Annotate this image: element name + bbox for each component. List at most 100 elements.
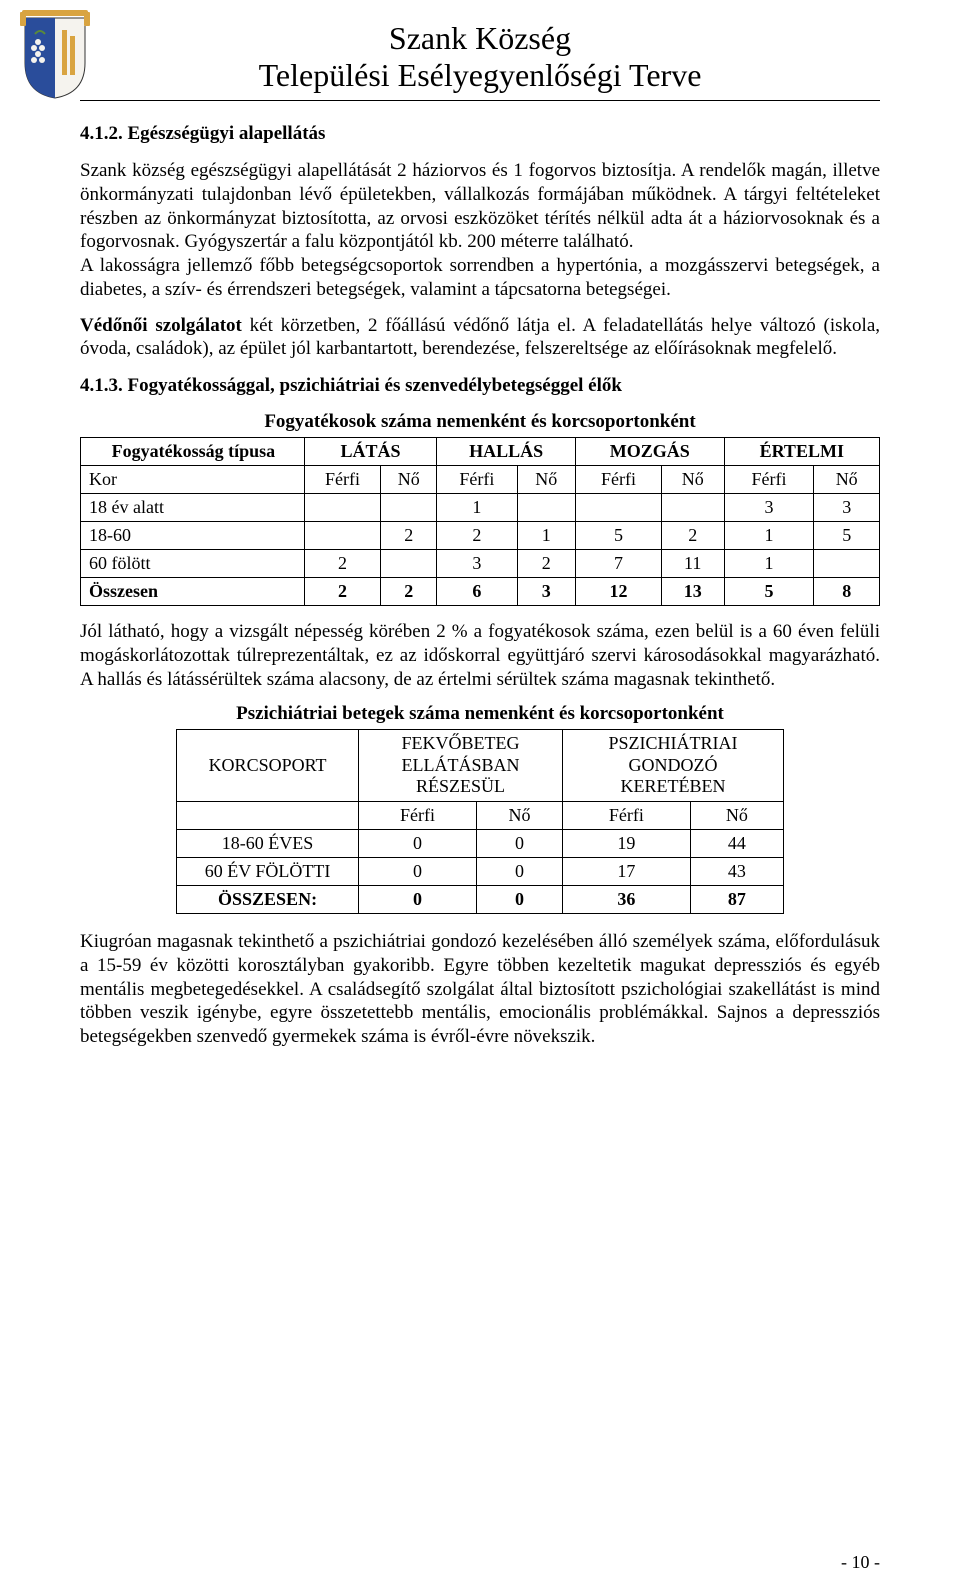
disability-table: Fogyatékosság típusa LÁTÁS HALLÁS MOZGÁS… xyxy=(80,437,880,606)
sex-head: Nő xyxy=(690,802,783,830)
table-row: 60 fölött2327111 xyxy=(81,550,880,578)
sex-head: Nő xyxy=(661,466,724,494)
cell: 7 xyxy=(576,550,662,578)
text: GONDOZÓ xyxy=(628,755,717,775)
cell xyxy=(381,550,437,578)
cell: 3 xyxy=(814,494,880,522)
table-row: Fogyatékosság típusa LÁTÁS HALLÁS MOZGÁS… xyxy=(81,438,880,466)
cell: 1 xyxy=(724,522,814,550)
row-label: 18-60 ÉVES xyxy=(177,830,359,858)
cell: 12 xyxy=(576,578,662,606)
table-row: 18-60 ÉVES001944 xyxy=(177,830,784,858)
cell: 2 xyxy=(437,522,517,550)
type-head: Fogyatékosság típusa xyxy=(81,438,305,466)
cell xyxy=(576,494,662,522)
row-label: 18 év alatt xyxy=(81,494,305,522)
cell xyxy=(814,550,880,578)
table-row: Férfi Nő Férfi Nő xyxy=(177,802,784,830)
cell: 0 xyxy=(476,858,562,886)
kor-label: Kor xyxy=(81,466,305,494)
table2-wrap: KORCSOPORT FEKVŐBETEG ELLÁTÁSBAN RÉSZESÜ… xyxy=(176,729,784,914)
crest-icon xyxy=(20,10,90,100)
page-number: - 10 - xyxy=(841,1552,880,1573)
text: PSZICHIÁTRIAI xyxy=(608,733,737,753)
cell: 2 xyxy=(381,522,437,550)
section-412-para3: Védőnői szolgálatot két körzetben, 2 főá… xyxy=(80,314,880,362)
cell: 1 xyxy=(437,494,517,522)
text: ELLÁTÁSBAN xyxy=(402,755,520,775)
text: A lakosságra jellemző főbb betegségcsopo… xyxy=(80,255,880,300)
cell: 0 xyxy=(476,886,562,914)
sex-head: Férfi xyxy=(562,802,690,830)
cell: 87 xyxy=(690,886,783,914)
cat-head: MOZGÁS xyxy=(576,438,724,466)
para3-bold: Védőnői szolgálatot xyxy=(80,315,242,336)
cell: 6 xyxy=(437,578,517,606)
cell xyxy=(304,522,381,550)
cell xyxy=(517,494,576,522)
cell: 8 xyxy=(814,578,880,606)
cell: 43 xyxy=(690,858,783,886)
table1-wrap: Fogyatékosság típusa LÁTÁS HALLÁS MOZGÁS… xyxy=(80,437,880,606)
sex-head: Férfi xyxy=(304,466,381,494)
text: Szank község egészségügyi alapellátását … xyxy=(80,160,880,252)
text: FEKVŐBETEG xyxy=(402,733,520,753)
sex-head: Nő xyxy=(476,802,562,830)
kor-head: KORCSOPORT xyxy=(177,730,359,802)
sex-head: Férfi xyxy=(359,802,477,830)
cell: 13 xyxy=(661,578,724,606)
section-412-para1: Szank község egészségügyi alapellátását … xyxy=(80,159,880,302)
cell: 1 xyxy=(724,550,814,578)
cell: 5 xyxy=(814,522,880,550)
cell xyxy=(381,494,437,522)
cell xyxy=(661,494,724,522)
empty-head xyxy=(177,802,359,830)
cell: 0 xyxy=(359,830,477,858)
header-title-line1: Szank Község xyxy=(80,20,880,57)
cell xyxy=(304,494,381,522)
cell: 0 xyxy=(476,830,562,858)
header-rule xyxy=(80,100,880,101)
para-after-table2: Kiugróan magasnak tekinthető a pszichiát… xyxy=(80,930,880,1049)
cell: 2 xyxy=(517,550,576,578)
cell: 11 xyxy=(661,550,724,578)
cell: 2 xyxy=(304,550,381,578)
sex-head: Férfi xyxy=(724,466,814,494)
cell: 0 xyxy=(359,886,477,914)
table-row: ÖSSZESEN:003687 xyxy=(177,886,784,914)
row-label: 60 ÉV FÖLÖTTI xyxy=(177,858,359,886)
cell: 3 xyxy=(724,494,814,522)
para-after-table1: Jól látható, hogy a vizsgált népesség kö… xyxy=(80,620,880,691)
cell: 3 xyxy=(437,550,517,578)
sex-head: Férfi xyxy=(437,466,517,494)
cat-head: LÁTÁS xyxy=(304,438,436,466)
sex-head: Nő xyxy=(814,466,880,494)
section-412-heading: 4.1.2. Egészségügyi alapellátás xyxy=(80,123,880,145)
page: Szank Község Települési Esélyegyenlőségi… xyxy=(0,0,960,1593)
cell: 17 xyxy=(562,858,690,886)
table-row: KORCSOPORT FEKVŐBETEG ELLÁTÁSBAN RÉSZESÜ… xyxy=(177,730,784,802)
grp2-head: PSZICHIÁTRIAI GONDOZÓ KERETÉBEN xyxy=(562,730,783,802)
table-row: 18 év alatt 1 33 xyxy=(81,494,880,522)
row-label: Összesen xyxy=(81,578,305,606)
header-title-line2: Települési Esélyegyenlőségi Terve xyxy=(80,57,880,94)
cell: 1 xyxy=(517,522,576,550)
text: RÉSZESÜL xyxy=(416,776,505,796)
cell: 19 xyxy=(562,830,690,858)
sex-head: Férfi xyxy=(576,466,662,494)
table-row: 60 ÉV FÖLÖTTI001743 xyxy=(177,858,784,886)
table-row: Összesen2263121358 xyxy=(81,578,880,606)
sex-head: Nő xyxy=(517,466,576,494)
cell: 5 xyxy=(576,522,662,550)
cell: 2 xyxy=(661,522,724,550)
row-label: 60 fölött xyxy=(81,550,305,578)
row-label: 18-60 xyxy=(81,522,305,550)
cat-head: HALLÁS xyxy=(437,438,576,466)
text: KERETÉBEN xyxy=(620,776,725,796)
table-row: Kor Férfi Nő Férfi Nő Férfi Nő Férfi Nő xyxy=(81,466,880,494)
section-413-heading: 4.1.3. Fogyatékossággal, pszichiátriai é… xyxy=(80,375,880,397)
document-header: Szank Község Települési Esélyegyenlőségi… xyxy=(80,20,880,94)
cell: 5 xyxy=(724,578,814,606)
psychiatric-table: KORCSOPORT FEKVŐBETEG ELLÁTÁSBAN RÉSZESÜ… xyxy=(176,729,784,914)
cell: 3 xyxy=(517,578,576,606)
